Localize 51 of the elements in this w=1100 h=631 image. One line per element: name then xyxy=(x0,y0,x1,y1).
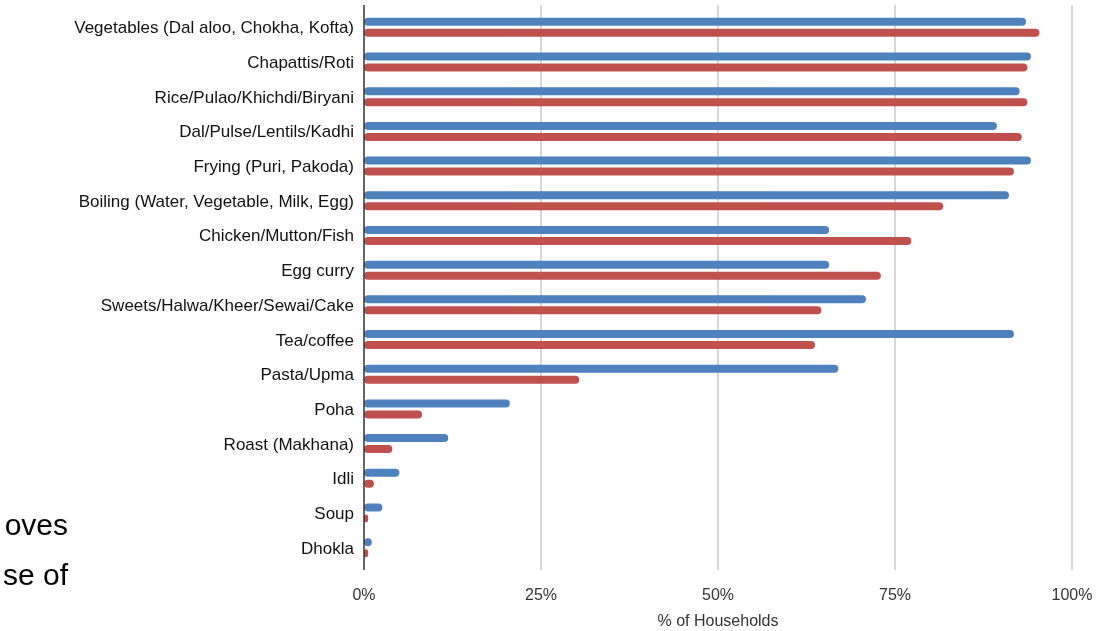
y-tick-label: Boiling (Water, Vegetable, Milk, Egg) xyxy=(78,191,354,211)
bar xyxy=(364,121,997,130)
y-tick-label: Poha xyxy=(314,399,355,419)
bar xyxy=(364,225,830,234)
x-tick-label: 50% xyxy=(701,586,735,603)
bar xyxy=(364,236,912,245)
y-tick-label: Pasta/Upma xyxy=(260,365,355,385)
bar xyxy=(364,468,400,477)
bar xyxy=(364,28,1040,37)
y-tick-label: Chapattis/Roti xyxy=(247,53,354,73)
y-tick-label: Idli xyxy=(332,469,354,489)
bar xyxy=(364,63,1028,72)
bar xyxy=(364,132,1022,141)
bar xyxy=(364,17,1026,26)
y-tick-label: Soup xyxy=(314,503,354,523)
y-tick-label: Chicken/Mutton/Fish xyxy=(199,226,354,246)
x-tick-label: 25% xyxy=(524,586,558,603)
bar xyxy=(364,375,580,384)
y-tick-label: Vegetables (Dal aloo, Chokha, Kofta) xyxy=(74,18,354,38)
bar xyxy=(364,191,1009,200)
text: oves xyxy=(4,508,68,541)
y-tick-label: Tea/coffee xyxy=(275,330,354,350)
bar xyxy=(364,341,815,350)
bar xyxy=(364,295,866,304)
bar xyxy=(364,156,1031,165)
bar xyxy=(364,410,423,419)
y-tick-label: Roast (Makhana) xyxy=(223,434,354,454)
y-tick-label: Egg curry xyxy=(281,261,355,281)
y-tick-label: Frying (Puri, Pakoda) xyxy=(193,157,354,177)
bar xyxy=(364,271,881,280)
bar xyxy=(364,306,822,315)
bar xyxy=(364,202,944,211)
x-tick-label: 75% xyxy=(878,586,912,603)
x-tick-label: 0% xyxy=(352,586,376,603)
bar xyxy=(364,260,830,269)
y-tick-label: Rice/Pulao/Khichdi/Biryani xyxy=(154,87,354,107)
bar xyxy=(364,98,1028,107)
bar xyxy=(364,52,1031,61)
y-tick-label: Sweets/Halwa/Kheer/Sewai/Cake xyxy=(100,295,354,315)
bar xyxy=(364,330,1014,339)
bar xyxy=(364,434,449,443)
x-tick-label: 100% xyxy=(1051,586,1093,603)
bar xyxy=(364,364,839,373)
bar xyxy=(364,399,510,408)
bar xyxy=(364,87,1020,96)
x-axis-title: % of Households xyxy=(657,612,779,629)
bar xyxy=(364,445,393,454)
y-tick-label: Dal/Pulse/Lentils/Kadhi xyxy=(179,122,354,142)
y-tick-label: Dhokla xyxy=(301,538,355,558)
text: se of xyxy=(2,558,69,591)
bar xyxy=(364,167,1014,176)
